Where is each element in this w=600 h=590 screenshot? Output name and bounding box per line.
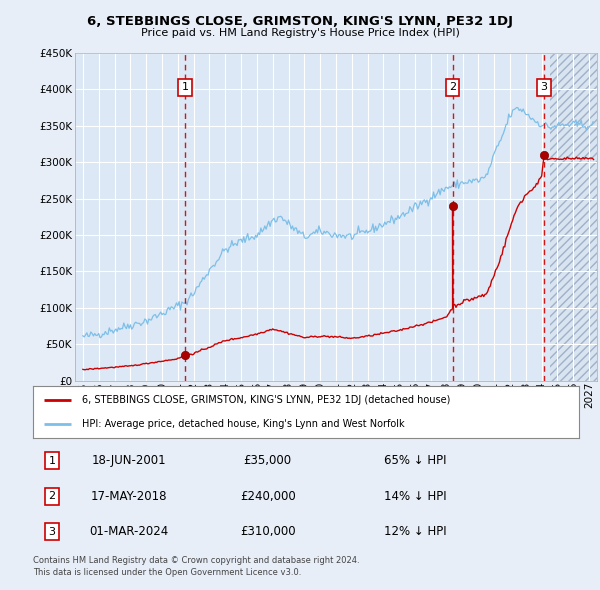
Text: 3: 3 [541,83,548,93]
Text: 14% ↓ HPI: 14% ↓ HPI [384,490,446,503]
Text: Contains HM Land Registry data © Crown copyright and database right 2024.: Contains HM Land Registry data © Crown c… [33,556,359,565]
Text: This data is licensed under the Open Government Licence v3.0.: This data is licensed under the Open Gov… [33,568,301,576]
Text: 12% ↓ HPI: 12% ↓ HPI [384,525,446,538]
Text: 1: 1 [49,455,56,466]
Text: 01-MAR-2024: 01-MAR-2024 [89,525,168,538]
Text: 65% ↓ HPI: 65% ↓ HPI [384,454,446,467]
Text: HPI: Average price, detached house, King's Lynn and West Norfolk: HPI: Average price, detached house, King… [82,419,405,429]
Text: 1: 1 [182,83,188,93]
Text: 17-MAY-2018: 17-MAY-2018 [91,490,167,503]
Text: £35,000: £35,000 [244,454,292,467]
Text: £310,000: £310,000 [240,525,296,538]
Text: 2: 2 [449,83,456,93]
Text: 2: 2 [49,491,56,501]
Text: 18-JUN-2001: 18-JUN-2001 [91,454,166,467]
Text: 6, STEBBINGS CLOSE, GRIMSTON, KING'S LYNN, PE32 1DJ: 6, STEBBINGS CLOSE, GRIMSTON, KING'S LYN… [87,15,513,28]
Text: Price paid vs. HM Land Registry's House Price Index (HPI): Price paid vs. HM Land Registry's House … [140,28,460,38]
Text: £240,000: £240,000 [240,490,296,503]
Text: 3: 3 [49,527,56,537]
Text: 6, STEBBINGS CLOSE, GRIMSTON, KING'S LYNN, PE32 1DJ (detached house): 6, STEBBINGS CLOSE, GRIMSTON, KING'S LYN… [82,395,451,405]
